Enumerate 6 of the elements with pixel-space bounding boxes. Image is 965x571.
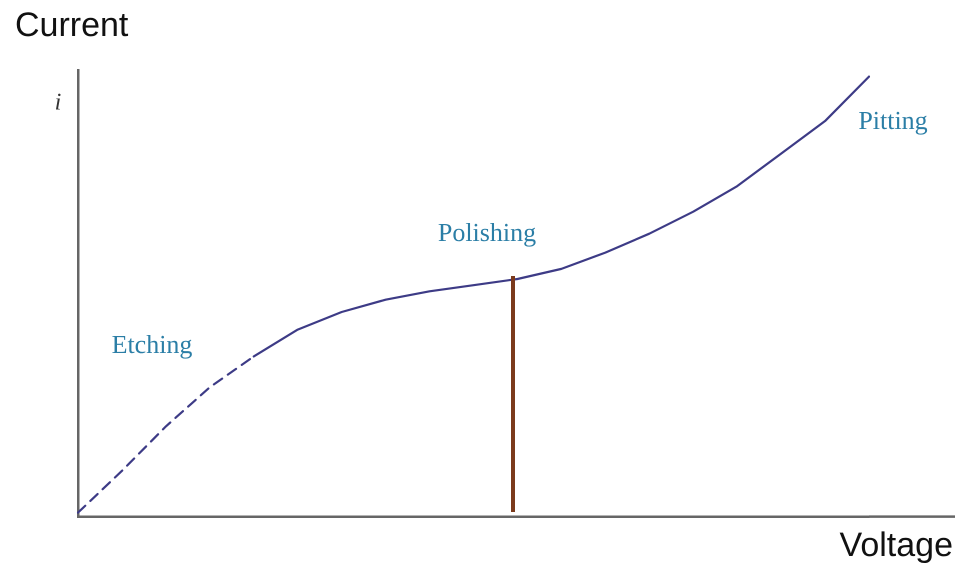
x-axis-title: Voltage xyxy=(840,526,953,565)
annotation: Etching xyxy=(112,330,192,360)
annotation: Pitting xyxy=(858,106,928,136)
text: Current xyxy=(15,6,128,45)
y-axis-title: i xyxy=(54,89,62,116)
annotation: Polishing xyxy=(438,218,536,248)
